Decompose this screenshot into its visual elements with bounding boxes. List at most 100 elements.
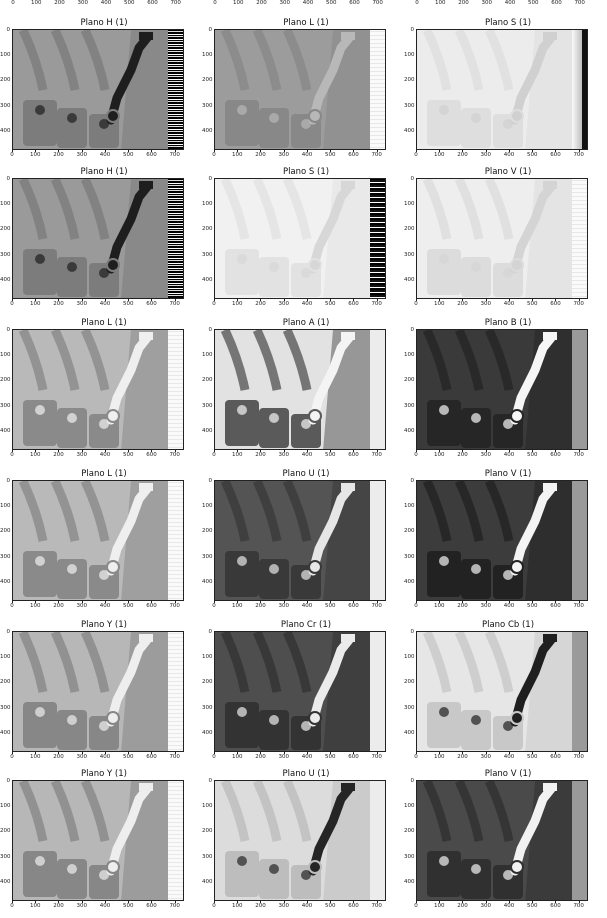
plane-panel: Plano V (1) 0 100 200 300 400 500 600 700 0 100 200…: [404, 468, 604, 618]
x-tick-mark: [81, 299, 83, 301]
x-tick-mark: [35, 150, 37, 152]
x-tick-mark: [578, 299, 580, 301]
x-tick-label: 400: [99, 452, 111, 458]
switch-body: [259, 710, 289, 750]
plane-panel: Plano S (1) 0 100 200 300 400 500 600 700 0 100 200…: [202, 166, 402, 316]
x-tick-label: 700: [573, 152, 584, 158]
cable-shape: [282, 781, 312, 842]
side-strip: [168, 330, 183, 449]
top-tick-label: 400: [504, 0, 516, 6]
lever-pivot: [106, 109, 120, 123]
x-tick-label: 0: [212, 301, 216, 307]
x-tick-label: 0: [212, 452, 216, 458]
switch-body: [427, 100, 461, 146]
x-tick-mark: [12, 901, 13, 903]
lever-pivot: [308, 711, 322, 725]
y-tick-label: 200: [0, 226, 11, 233]
x-tick-label: 200: [255, 754, 266, 760]
cable-shape: [50, 179, 80, 240]
switch-body: [461, 108, 491, 148]
x-tick-label: 600: [348, 152, 359, 158]
image-plane: [416, 29, 588, 150]
lever-pivot: [106, 711, 120, 725]
lever-handle: [341, 332, 355, 340]
x-tick-mark: [35, 901, 37, 903]
x-tick-mark: [462, 601, 464, 603]
top-tick-label: 200: [458, 0, 469, 6]
switch-knob: [471, 564, 481, 574]
cable-shape: [422, 330, 452, 391]
image-plane: [12, 631, 184, 752]
image-plane: [214, 329, 386, 450]
switch-body: [225, 100, 259, 146]
switch-body: [259, 408, 289, 448]
y-tick-label: 400: [202, 427, 213, 434]
x-tick-mark: [12, 450, 13, 452]
y-tick-label: 0: [6, 778, 11, 784]
side-strip: [168, 781, 183, 900]
x-tick-mark: [416, 752, 417, 754]
y-tick-label: 0: [208, 176, 213, 182]
lever-handle: [543, 634, 557, 642]
cable-shape: [422, 179, 452, 240]
switch-knob: [471, 864, 481, 874]
x-tick-label: 100: [231, 754, 243, 760]
lever-pivot: [308, 409, 322, 423]
switch-knob: [67, 864, 77, 874]
cable-shape: [252, 781, 282, 842]
x-tick-mark: [439, 299, 441, 301]
panel-title: Plano S (1): [282, 167, 330, 177]
lever-handle: [139, 32, 153, 40]
x-tick-label: 700: [371, 603, 382, 609]
x-tick-label: 100: [29, 603, 41, 609]
lever-pivot: [308, 109, 322, 123]
y-tick-label: 400: [404, 427, 415, 434]
x-tick-label: 100: [231, 452, 243, 458]
switch-body: [427, 851, 461, 897]
y-tick-label: 0: [410, 778, 415, 784]
x-tick-label: 100: [231, 603, 243, 609]
plane-panel: Plano S (1) 0 100 200 300 400 500 600 700 0 100 200…: [404, 17, 604, 167]
x-tick-label: 600: [146, 754, 157, 760]
x-tick-label: 200: [457, 903, 468, 909]
switch-knob: [471, 113, 481, 123]
x-tick-label: 600: [550, 603, 561, 609]
y-tick-label: 300: [0, 102, 11, 109]
switch-knob: [99, 721, 109, 731]
panel-title: Plano V (1): [484, 167, 532, 177]
x-tick-label: 300: [278, 903, 289, 909]
y-tick-label: 400: [0, 878, 11, 885]
y-tick-label: 0: [6, 327, 11, 333]
plane-image: [417, 30, 587, 149]
plane-panel: Plano Cr (1) 0 100 200 300 400 500 600 700 0 100 20…: [202, 619, 402, 769]
panel-title: Plano A (1): [282, 318, 330, 328]
x-tick-mark: [58, 299, 60, 301]
y-tick-label: 100: [404, 352, 415, 359]
y-tick-label: 300: [202, 853, 213, 860]
x-tick-mark: [306, 752, 308, 754]
lever-arm: [106, 635, 152, 727]
lever-arm: [510, 33, 556, 125]
x-tick-mark: [35, 601, 37, 603]
x-tick-label: 600: [550, 452, 561, 458]
cable-shape: [484, 179, 514, 240]
switch-body: [461, 710, 491, 750]
lever-pivot: [510, 109, 524, 123]
x-tick-label: 700: [371, 301, 382, 307]
x-tick-label: 500: [122, 152, 134, 158]
side-strip: [370, 632, 385, 751]
image-plane: [214, 631, 386, 752]
x-tick-label: 300: [76, 754, 87, 760]
x-tick-label: 0: [414, 301, 418, 307]
cable-shape: [252, 179, 282, 240]
x-tick-label: 600: [550, 152, 561, 158]
x-tick-mark: [151, 150, 153, 152]
x-tick-label: 0: [212, 603, 216, 609]
side-strip: [370, 330, 385, 449]
lever-handle: [139, 634, 153, 642]
x-tick-mark: [532, 450, 534, 452]
y-tick-label: 0: [6, 478, 11, 484]
switch-knob: [439, 405, 449, 415]
cable-shape: [18, 330, 48, 391]
y-tick-label: 0: [208, 27, 213, 33]
